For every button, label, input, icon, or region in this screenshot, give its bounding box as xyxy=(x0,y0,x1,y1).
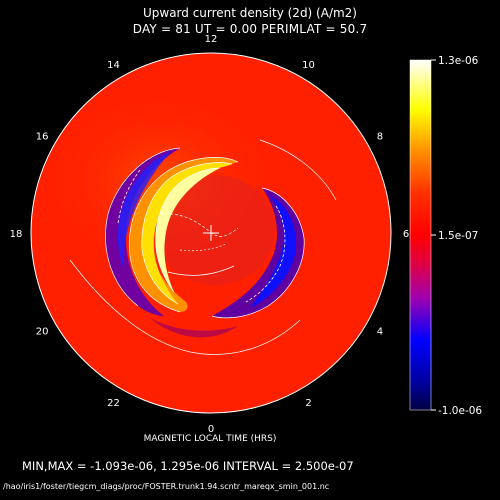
disk-outline xyxy=(30,52,392,414)
mlt-tick-0: 0 xyxy=(208,424,214,435)
mlt-tick-16: 16 xyxy=(36,132,49,143)
colorbar-label: -1.0e-06 xyxy=(438,405,482,417)
mlt-tick-22: 22 xyxy=(107,398,120,409)
mlt-tick-2: 2 xyxy=(305,398,311,409)
dawn-negative-core xyxy=(250,196,297,308)
dawn-negative-region xyxy=(212,188,305,318)
mlt-tick-12: 12 xyxy=(205,34,218,45)
colorbar: 1.3e-06 1.5e-07 -1.0e-06 xyxy=(409,55,482,417)
stats-text: MIN,MAX = -1.093e-06, 1.295e-06 INTERVAL… xyxy=(22,459,354,473)
file-path: /hao/iris1/foster/tiegcm_diags/proc/FOST… xyxy=(3,482,330,491)
mlt-tick-14: 14 xyxy=(107,60,120,71)
colorbar-label: 1.3e-06 xyxy=(438,55,479,67)
colorbar-label: 1.5e-07 xyxy=(438,230,478,242)
x-axis-label: MAGNETIC LOCAL TIME (HRS) xyxy=(143,434,277,444)
mlt-tick-18: 18 xyxy=(10,229,23,240)
chart-title: Upward current density (2d) (A/m2) xyxy=(142,6,357,20)
contour-lines xyxy=(69,139,337,355)
chart-subtitle: DAY = 81 UT = 0.00 PERIMLAT = 50.7 xyxy=(132,22,368,36)
mlt-tick-4: 4 xyxy=(377,327,383,338)
polar-disk xyxy=(31,53,391,413)
pole-marker xyxy=(203,225,219,241)
mlt-tick-10: 10 xyxy=(302,60,315,71)
mlt-tick-8: 8 xyxy=(377,132,383,143)
mlt-tick-6: 6 xyxy=(403,229,409,240)
dusk-negative-band xyxy=(105,148,180,316)
mlt-tick-20: 20 xyxy=(36,327,49,338)
